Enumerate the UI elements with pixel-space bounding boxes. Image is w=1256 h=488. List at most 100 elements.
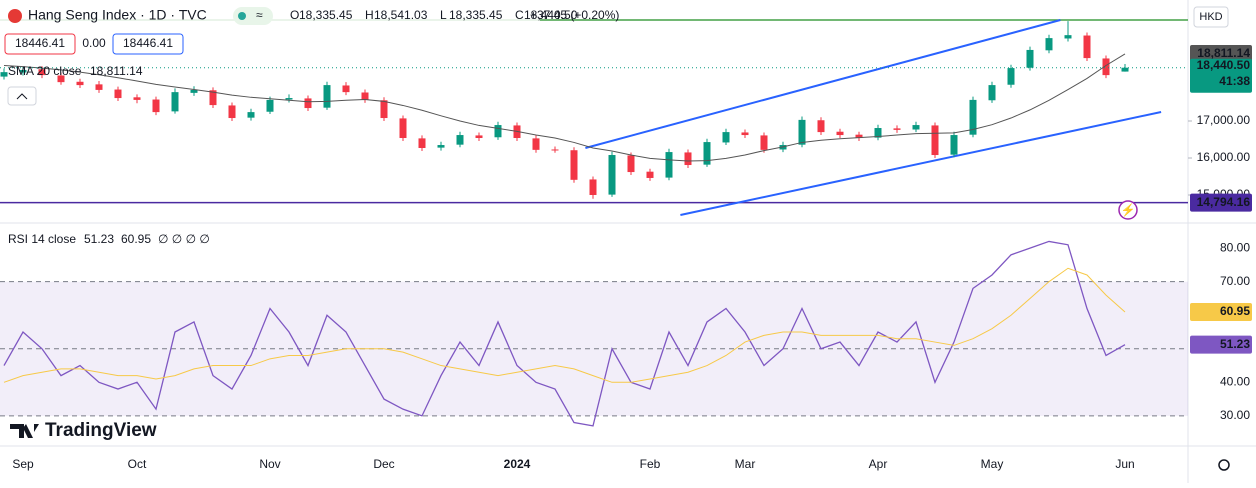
axis-value-label: 16,000.00 [1197, 150, 1251, 164]
buy-price[interactable]: 18446.41 [123, 36, 173, 50]
x-tick-label: 2024 [504, 457, 531, 471]
candle-body [665, 152, 673, 178]
ohlc-value: 18,440.50 [524, 8, 578, 22]
candle-body [1064, 35, 1072, 39]
ohlc-key: H [365, 8, 374, 22]
candle-body [399, 118, 407, 139]
axis-value-label: 80.00 [1220, 240, 1250, 254]
candle-body [190, 89, 198, 93]
candle-body [627, 155, 635, 173]
axis-value-box [1190, 303, 1252, 322]
sma-legend-value: 18,811.14 [90, 64, 143, 78]
axis-value-label: 40.00 [1220, 374, 1250, 388]
candle-body [38, 69, 46, 76]
axes: 15,000.0016,000.0017,000.0014,794.1618,8… [12, 44, 1252, 471]
candle-body [19, 69, 27, 73]
candle-body [570, 150, 578, 180]
candle-body [988, 85, 996, 101]
rsi-ma-legend-value: 60.95 [121, 232, 151, 246]
ohlc-key: L [440, 8, 447, 22]
rsi-legend[interactable]: RSI 14 close [8, 232, 76, 246]
candle-body [969, 99, 977, 135]
candle-body [494, 125, 502, 138]
axis-value-box [1190, 335, 1252, 354]
collapse-icon [16, 93, 28, 100]
x-tick-label: Oct [128, 457, 147, 471]
price-pane [0, 19, 1188, 216]
candle-body [456, 135, 464, 145]
candle-body [76, 81, 84, 86]
candle-body [1007, 68, 1015, 85]
candle-body [646, 171, 654, 178]
candle-body [608, 155, 616, 195]
candle-body [380, 100, 388, 119]
x-tick-label: Dec [373, 457, 394, 471]
candle-body [893, 128, 901, 130]
candle-body [1026, 49, 1034, 68]
candle-body [589, 179, 597, 195]
candle-body [836, 131, 844, 136]
status[interactable] [233, 7, 273, 25]
line-series [3, 267, 1126, 383]
symbol-title[interactable]: Hang Seng Index · 1D · TVC [28, 7, 207, 23]
axis-value-label: 18,440.50 [1197, 58, 1251, 72]
sell-price[interactable]: 18446.41 [15, 36, 65, 50]
brand: TradingView [45, 420, 157, 441]
candle-body [57, 75, 65, 83]
candle-body [133, 97, 141, 100]
sell-button[interactable] [4, 33, 76, 55]
collapse-button[interactable] [7, 86, 37, 106]
event-icon[interactable] [1118, 200, 1138, 220]
candle-body [247, 112, 255, 118]
spread: 0.00 [82, 36, 106, 50]
axis-value-box [1190, 58, 1252, 93]
candle-body [950, 135, 958, 155]
candle-body [1083, 35, 1091, 59]
axis-value-box [1190, 44, 1252, 63]
settings[interactable] [1218, 459, 1230, 471]
candle-body [171, 92, 179, 112]
axis-value-label: 30.00 [1220, 408, 1250, 422]
candle-body [912, 125, 920, 130]
buy-button[interactable] [112, 33, 184, 55]
trend-line [585, 19, 1061, 149]
axis-value-label: 14,794.16 [1197, 195, 1251, 209]
candle-body [532, 138, 540, 150]
brand-logo [10, 424, 39, 438]
event-icon-glyph: ⚡ [1121, 203, 1136, 217]
candle-body [1045, 38, 1053, 51]
currency-label[interactable]: HKD [1199, 11, 1222, 23]
ohlc-value: 18,335.45 [299, 8, 353, 22]
candle-body [304, 98, 312, 109]
candle-body [760, 135, 768, 150]
line-series [3, 240, 1126, 427]
candle-body [703, 142, 711, 165]
x-tick-label: Feb [640, 457, 661, 471]
rsi-legend-value: 51.23 [84, 232, 114, 246]
candle-body [798, 119, 806, 145]
currency[interactable] [1193, 6, 1229, 28]
x-tick-label: Jun [1115, 457, 1134, 471]
axis-value-label: 17,000.00 [1197, 113, 1251, 127]
axis-value-label: 70.00 [1220, 274, 1250, 288]
ohlc-value: 18,335.45 [449, 8, 503, 22]
ohlc-key: O [290, 8, 299, 22]
candle-body [475, 135, 483, 139]
x-tick-label: Nov [259, 457, 280, 471]
axis-value-label: 51.23 [1220, 337, 1250, 351]
candle-body [361, 92, 369, 100]
sma-legend[interactable]: SMA 20 close [8, 64, 82, 78]
candle-body [228, 105, 236, 119]
candle-body [1121, 67, 1129, 72]
ohlc-value: 18,541.03 [374, 8, 428, 22]
axis-value-box [1190, 193, 1252, 212]
countdown: 41:38 [1219, 74, 1250, 88]
candle-body [1102, 58, 1110, 76]
candle-body [437, 145, 445, 148]
status-icon: ≈ [256, 8, 263, 22]
axis-value-label: 18,811.14 [1197, 46, 1250, 60]
axis-value-label: 60.95 [1220, 304, 1250, 318]
candle-body [323, 85, 331, 108]
